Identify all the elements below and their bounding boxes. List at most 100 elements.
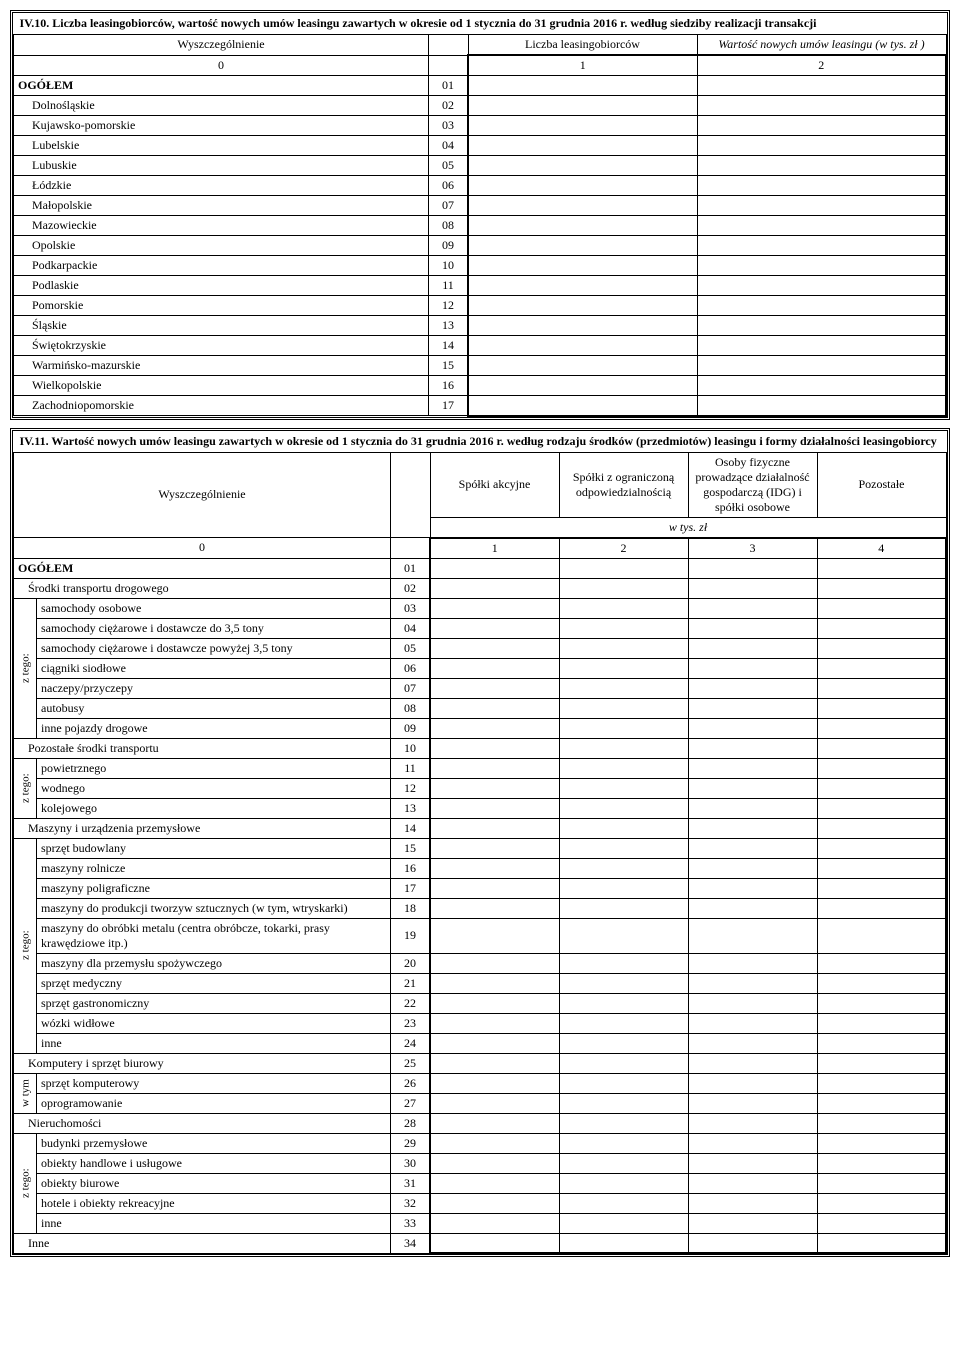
th-zero: 0: [14, 55, 429, 76]
data-cell: [430, 1213, 559, 1233]
row-code: 09: [391, 718, 431, 738]
th-wartosc: Wartość nowych umów leasingu (w tys. zł …: [697, 35, 946, 56]
data-cell: [430, 598, 559, 618]
row-label: sprzęt budowlany: [37, 838, 391, 858]
row-label: sprzęt komputerowy: [37, 1073, 391, 1093]
data-cell: [688, 1073, 817, 1093]
row-label: autobusy: [37, 698, 391, 718]
row-code: 05: [391, 638, 431, 658]
data-cell: [817, 658, 946, 678]
row-label: samochody osobowe: [37, 598, 391, 618]
data-cell: [688, 898, 817, 918]
data-cell: [430, 718, 559, 738]
cell-wartosc: [697, 256, 946, 276]
cell-wartosc: [697, 296, 946, 316]
cell-wartosc: [697, 336, 946, 356]
th2-n3: 3: [688, 538, 817, 559]
row-code: 03: [391, 598, 431, 618]
data-cell: [688, 678, 817, 698]
th-wysz: Wyszczególnienie: [14, 35, 429, 56]
data-cell: [817, 758, 946, 778]
row-code: 03: [429, 116, 469, 136]
data-cell: [817, 1213, 946, 1233]
row-label: Świętokrzyskie: [14, 336, 429, 356]
cell-wartosc: [697, 136, 946, 156]
data-cell: [430, 838, 559, 858]
row-label: inne: [37, 1033, 391, 1053]
row-code: 08: [391, 698, 431, 718]
data-cell: [559, 1093, 688, 1113]
row-label: maszyny poligraficzne: [37, 878, 391, 898]
cell-liczba: [468, 196, 697, 216]
row-code: 11: [429, 276, 469, 296]
data-cell: [817, 878, 946, 898]
data-cell: [559, 1113, 688, 1133]
data-cell: [817, 1193, 946, 1213]
table-iv10-title: IV.10. Liczba leasingobiorców, wartość n…: [14, 13, 947, 35]
row-code: 20: [391, 953, 431, 973]
data-cell: [817, 698, 946, 718]
row-code: 06: [429, 176, 469, 196]
data-cell: [430, 878, 559, 898]
data-cell: [559, 1133, 688, 1153]
data-cell: [559, 1153, 688, 1173]
data-cell: [817, 718, 946, 738]
row-code: 01: [429, 76, 469, 96]
th2-c4: Pozostałe: [817, 452, 946, 517]
data-cell: [688, 1113, 817, 1133]
th2-c1: Spółki akcyjne: [430, 452, 559, 517]
row-code: 01: [391, 558, 431, 578]
table-iv11: IV.11. Wartość nowych umów leasingu zawa…: [13, 431, 947, 1255]
data-cell: [430, 618, 559, 638]
data-cell: [688, 778, 817, 798]
data-cell: [688, 638, 817, 658]
row-code: 33: [391, 1213, 431, 1233]
data-cell: [817, 1153, 946, 1173]
th-one: 1: [468, 55, 697, 76]
th-blank: [429, 35, 469, 56]
row-label: maszyny dla przemysłu spożywczego: [37, 953, 391, 973]
data-cell: [430, 798, 559, 818]
cell-liczba: [468, 176, 697, 196]
data-cell: [430, 678, 559, 698]
cell-liczba: [468, 376, 697, 396]
data-cell: [559, 658, 688, 678]
row-code: 23: [391, 1013, 431, 1033]
data-cell: [688, 738, 817, 758]
row-code: 09: [429, 236, 469, 256]
data-cell: [688, 718, 817, 738]
row-label: oprogramowanie: [37, 1093, 391, 1113]
data-cell: [688, 1093, 817, 1113]
row-code: 31: [391, 1173, 431, 1193]
row-code: 07: [391, 678, 431, 698]
th2-n2: 2: [559, 538, 688, 559]
data-cell: [559, 973, 688, 993]
row-label: inne: [37, 1213, 391, 1233]
cell-liczba: [468, 156, 697, 176]
cell-wartosc: [697, 276, 946, 296]
row-code: 13: [391, 798, 431, 818]
data-cell: [430, 858, 559, 878]
data-cell: [688, 878, 817, 898]
data-cell: [688, 798, 817, 818]
data-cell: [817, 678, 946, 698]
row-code: 17: [429, 396, 469, 416]
cell-liczba: [468, 76, 697, 96]
data-cell: [817, 1013, 946, 1033]
row-label: Zachodniopomorskie: [14, 396, 429, 416]
row-label: Opolskie: [14, 236, 429, 256]
row-label: Podlaskie: [14, 276, 429, 296]
row-label: Śląskie: [14, 316, 429, 336]
data-cell: [430, 658, 559, 678]
group-label: z tego:: [14, 598, 37, 738]
data-cell: [559, 758, 688, 778]
row-label: Lubuskie: [14, 156, 429, 176]
row-label: Środki transportu drogowego: [14, 578, 391, 598]
cell-liczba: [468, 136, 697, 156]
row-label: Podkarpackie: [14, 256, 429, 276]
data-cell: [430, 698, 559, 718]
data-cell: [559, 1193, 688, 1213]
data-cell: [430, 758, 559, 778]
th2-wysz: Wyszczególnienie: [14, 452, 391, 538]
data-cell: [817, 1053, 946, 1073]
